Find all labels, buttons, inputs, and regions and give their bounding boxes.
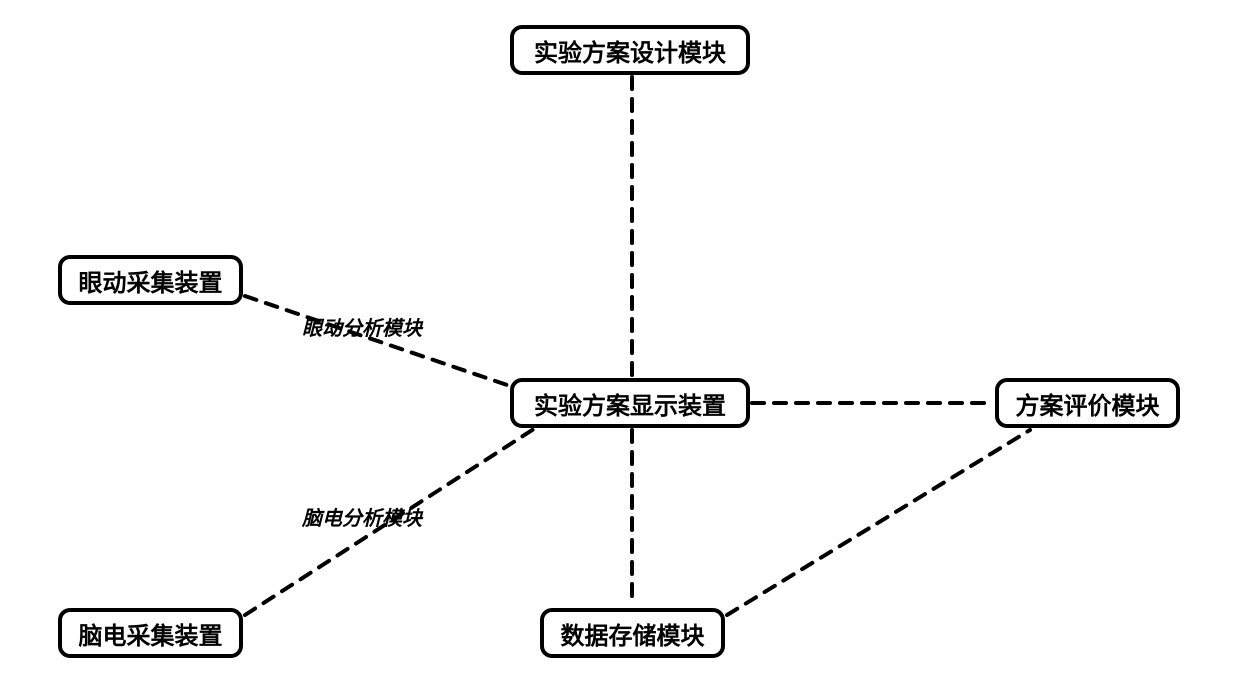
node-eval: 方案评价模块 bbox=[995, 378, 1180, 428]
edge-label-eye-analysis: 眼动分析模块 bbox=[302, 312, 422, 341]
node-storage: 数据存储模块 bbox=[540, 608, 725, 658]
node-design: 实验方案设计模块 bbox=[510, 25, 750, 75]
node-display: 实验方案显示装置 bbox=[510, 378, 750, 428]
edge-label-eeg-analysis: 脑电分析模块 bbox=[302, 502, 422, 531]
node-eye-device: 眼动采集装置 bbox=[58, 255, 243, 305]
edges-layer bbox=[0, 0, 1239, 693]
node-eeg-device: 脑电采集装置 bbox=[58, 608, 243, 658]
